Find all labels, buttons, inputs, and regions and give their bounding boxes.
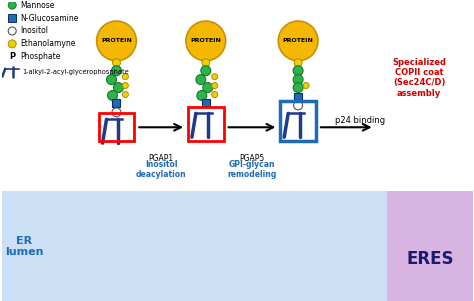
Text: PROTEIN: PROTEIN bbox=[191, 39, 221, 43]
Bar bbox=[280, 101, 316, 141]
Circle shape bbox=[8, 1, 16, 9]
Text: ER
lumen: ER lumen bbox=[5, 236, 44, 257]
Circle shape bbox=[108, 91, 118, 101]
Circle shape bbox=[294, 59, 302, 67]
Text: P: P bbox=[9, 52, 15, 61]
Circle shape bbox=[293, 75, 303, 85]
Text: PGAP5: PGAP5 bbox=[239, 154, 264, 163]
Text: GPI-glycan
remodeling: GPI-glycan remodeling bbox=[228, 160, 277, 179]
Circle shape bbox=[8, 27, 16, 35]
Text: PROTEIN: PROTEIN bbox=[283, 39, 314, 43]
Text: Ethanolamyne: Ethanolamyne bbox=[20, 39, 75, 48]
Circle shape bbox=[8, 40, 16, 48]
Circle shape bbox=[122, 74, 128, 80]
Bar bbox=[202, 99, 210, 107]
Circle shape bbox=[212, 82, 218, 88]
Circle shape bbox=[196, 75, 206, 85]
Text: Mannose: Mannose bbox=[20, 1, 55, 10]
Text: N-Glucosamine: N-Glucosamine bbox=[20, 14, 79, 23]
Circle shape bbox=[112, 108, 121, 117]
Text: PROTEIN: PROTEIN bbox=[101, 39, 132, 43]
Circle shape bbox=[294, 101, 302, 110]
Bar bbox=[294, 92, 302, 101]
Circle shape bbox=[122, 92, 128, 98]
Bar bbox=[188, 107, 224, 141]
Bar bbox=[2, 191, 387, 301]
Circle shape bbox=[212, 74, 218, 80]
Text: p24 binding: p24 binding bbox=[335, 116, 385, 125]
Circle shape bbox=[113, 82, 123, 92]
Circle shape bbox=[212, 92, 218, 98]
Text: ERES: ERES bbox=[406, 250, 454, 268]
Text: Phosphate: Phosphate bbox=[20, 52, 61, 61]
Circle shape bbox=[111, 66, 121, 76]
Bar bbox=[112, 99, 120, 107]
Text: 1-alkyl-2-acyl-glycerophosphate: 1-alkyl-2-acyl-glycerophosphate bbox=[22, 69, 129, 75]
Circle shape bbox=[303, 82, 309, 88]
Circle shape bbox=[97, 21, 137, 61]
Circle shape bbox=[122, 82, 128, 88]
Text: Specialized
COPII coat
(Sec24C/D)
assembly: Specialized COPII coat (Sec24C/D) assemb… bbox=[392, 57, 446, 98]
Text: PGAP1: PGAP1 bbox=[148, 154, 173, 163]
Text: Inositol
deacylation: Inositol deacylation bbox=[136, 160, 186, 179]
Circle shape bbox=[112, 59, 120, 67]
Circle shape bbox=[201, 66, 211, 76]
Circle shape bbox=[293, 66, 303, 76]
Circle shape bbox=[107, 75, 117, 85]
Text: Inositol: Inositol bbox=[20, 26, 48, 36]
Bar bbox=[8, 14, 16, 22]
Circle shape bbox=[186, 21, 226, 61]
Circle shape bbox=[203, 82, 213, 92]
Circle shape bbox=[293, 82, 303, 92]
Circle shape bbox=[202, 59, 210, 67]
Bar bbox=[387, 191, 473, 301]
Circle shape bbox=[197, 91, 207, 101]
Bar bbox=[99, 113, 134, 141]
Circle shape bbox=[278, 21, 318, 61]
